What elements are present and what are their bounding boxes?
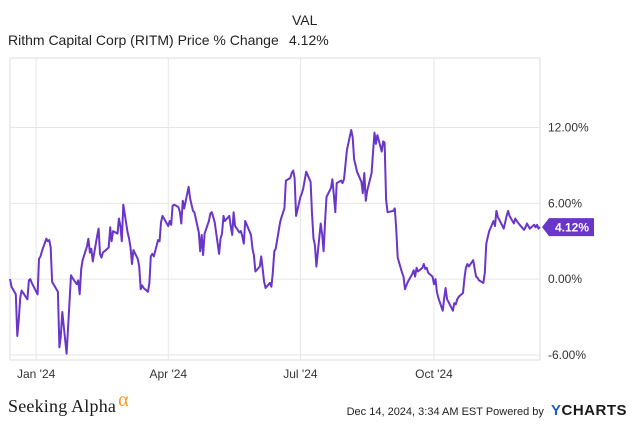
y-tick-label: 6.00% [548, 196, 582, 210]
legend-series-name: Rithm Capital Corp (RITM) Price % Change [8, 32, 279, 48]
ycharts-rest: CHARTS [561, 402, 627, 419]
brand-text: Seeking Alpha [8, 396, 117, 416]
footer-credit: Dec 14, 2024, 3:34 AM EST Powered by YCH… [347, 402, 627, 419]
seeking-alpha-logo: Seeking Alpha α [8, 389, 129, 418]
legend-header: VAL [292, 12, 318, 28]
x-tick-label: Apr '24 [149, 367, 187, 381]
y-tick-label: 0.00% [548, 272, 582, 286]
x-tick-label: Jan '24 [17, 367, 56, 381]
price-change-chart: Jan '24 Apr '24 Jul '24 Oct '24 12.00% 6.00% 0… [9, 57, 594, 381]
x-tick-label: Jul '24 [283, 367, 318, 381]
legend-series-value: 4.12% [289, 32, 329, 48]
alpha-icon: α [118, 389, 129, 411]
y-tick-label: 12.00% [548, 120, 589, 134]
last-value-badge [542, 218, 594, 237]
plot-area-border [9, 57, 541, 361]
ycharts-y: Y [550, 402, 562, 419]
x-tick-label: Oct '24 [415, 367, 453, 381]
y-tick-label: -6.00% [548, 348, 586, 362]
ycharts-logo: YCHARTS [551, 402, 627, 419]
series-line [9, 129, 541, 355]
last-value-label: 4.12% [555, 221, 589, 235]
timestamp-credit: Dec 14, 2024, 3:34 AM EST Powered by [346, 406, 544, 418]
